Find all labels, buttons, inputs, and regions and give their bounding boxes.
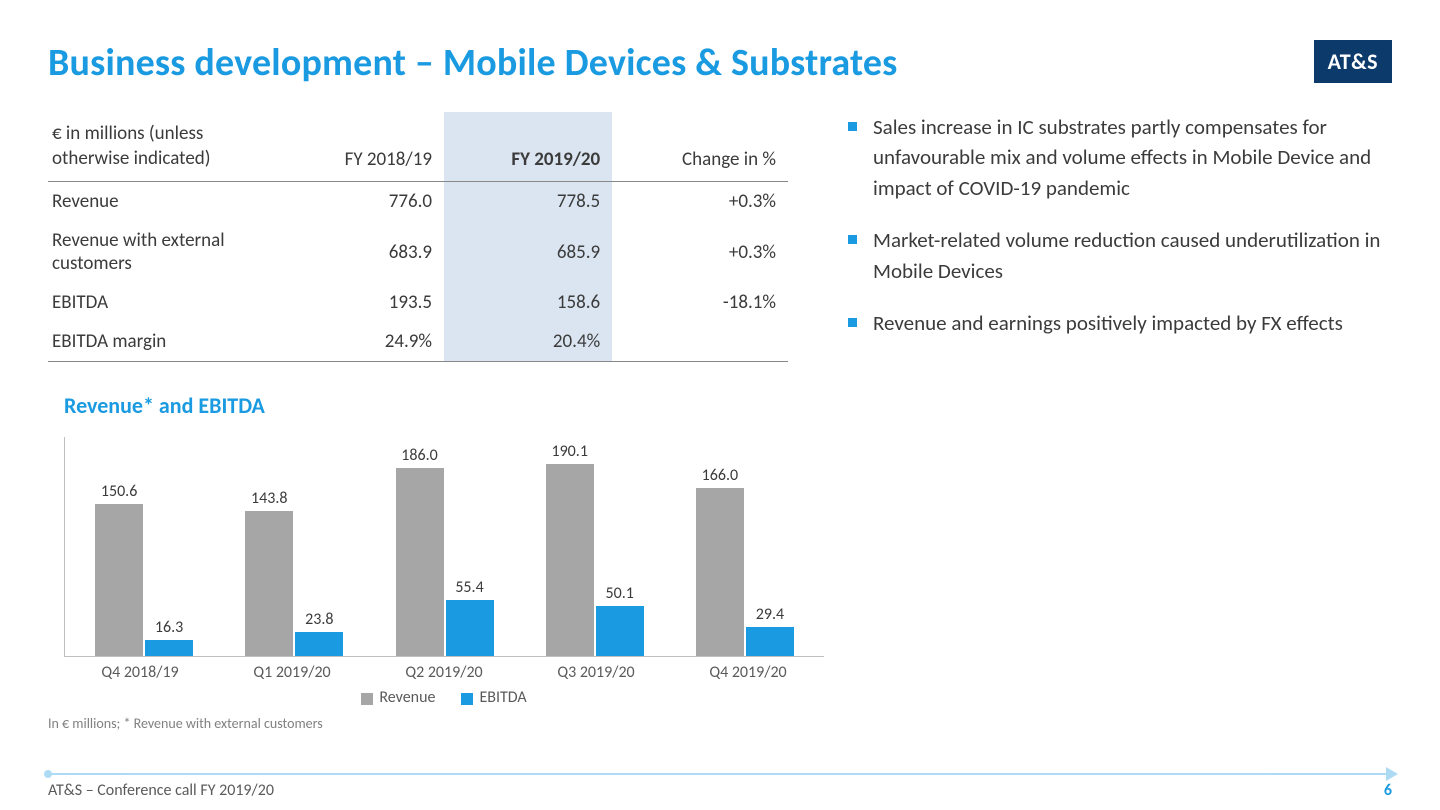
table-cell-label: EBITDA <box>48 283 278 322</box>
table-row: Revenue with external customers683.9685.… <box>48 221 788 283</box>
financials-table: € in millions (unless otherwise indicate… <box>48 112 788 362</box>
chart-legend: Revenue EBITDA <box>64 688 824 707</box>
table-cell: 683.9 <box>278 221 444 283</box>
bullet-icon <box>848 235 857 244</box>
bar-label: 143.8 <box>251 489 287 508</box>
table-cell: 776.0 <box>278 182 444 222</box>
bullet-icon <box>848 122 857 131</box>
table-head-change: Change in % <box>612 112 788 182</box>
table-head-metric: € in millions (unless otherwise indicate… <box>48 112 278 182</box>
bar-label: 55.4 <box>455 578 483 597</box>
chart-footnote: In € millions; * Revenue with external c… <box>48 715 788 732</box>
chart-title: Revenue* and EBITDA <box>48 392 788 419</box>
table-cell-label: EBITDA margin <box>48 322 278 362</box>
bullet-text: Revenue and earnings positively impacted… <box>873 308 1343 338</box>
chart-group: 166.029.4 <box>670 488 820 656</box>
bar-label: 150.6 <box>101 482 137 501</box>
bar-ebitda: 29.4 <box>746 627 794 657</box>
table-cell: 685.9 <box>444 221 612 283</box>
bar-label: 23.8 <box>305 610 333 629</box>
bar-label: 166.0 <box>702 466 738 485</box>
chart-group: 190.150.1 <box>520 464 670 656</box>
legend-swatch-ebitda <box>461 693 473 705</box>
bar-revenue: 190.1 <box>546 464 594 656</box>
list-item: Revenue and earnings positively impacted… <box>848 308 1392 338</box>
table-row: Revenue776.0778.5+0.3% <box>48 182 788 222</box>
bar-revenue: 143.8 <box>245 511 293 657</box>
bar-chart: 150.616.3143.823.8186.055.4190.150.1166.… <box>64 437 824 657</box>
x-label: Q4 2018/19 <box>64 663 216 682</box>
bullet-text: Market-related volume reduction caused u… <box>873 225 1392 286</box>
legend-label-revenue: Revenue <box>379 688 435 707</box>
table-head-fy1819: FY 2018/19 <box>278 112 444 182</box>
table-cell: +0.3% <box>612 221 788 283</box>
bar-label: 186.0 <box>401 446 437 465</box>
list-item: Market-related volume reduction caused u… <box>848 225 1392 286</box>
x-label: Q3 2019/20 <box>520 663 672 682</box>
table-row: EBITDA193.5158.6-18.1% <box>48 283 788 322</box>
bar-label: 16.3 <box>155 618 183 637</box>
bar-label: 190.1 <box>551 442 587 461</box>
company-logo: AT&S <box>1314 40 1392 83</box>
bar-ebitda: 55.4 <box>446 600 494 656</box>
x-label: Q4 2019/20 <box>672 663 824 682</box>
footer-text: AT&S – Conference call FY 2019/20 <box>48 781 274 800</box>
table-cell: 24.9% <box>278 322 444 362</box>
table-cell: 778.5 <box>444 182 612 222</box>
table-cell <box>612 322 788 362</box>
table-row: EBITDA margin24.9%20.4% <box>48 322 788 362</box>
table-cell: 193.5 <box>278 283 444 322</box>
bullet-list: Sales increase in IC substrates partly c… <box>848 112 1392 339</box>
table-cell: +0.3% <box>612 182 788 222</box>
bar-revenue: 150.6 <box>95 504 143 656</box>
bullet-icon <box>848 318 857 327</box>
bar-ebitda: 50.1 <box>596 606 644 657</box>
chart-group: 186.055.4 <box>369 468 519 656</box>
page-title: Business development – Mobile Devices & … <box>48 40 898 86</box>
table-cell: 158.6 <box>444 283 612 322</box>
table-head-fy1920: FY 2019/20 <box>444 112 612 182</box>
table-cell: 20.4% <box>444 322 612 362</box>
footer-divider <box>48 773 1392 775</box>
chart-group: 150.616.3 <box>69 504 219 656</box>
bar-revenue: 186.0 <box>396 468 444 656</box>
bar-label: 29.4 <box>756 605 784 624</box>
bar-revenue: 166.0 <box>696 488 744 656</box>
table-cell-label: Revenue <box>48 182 278 222</box>
list-item: Sales increase in IC substrates partly c… <box>848 112 1392 203</box>
bar-ebitda: 23.8 <box>295 632 343 656</box>
x-label: Q1 2019/20 <box>216 663 368 682</box>
legend-swatch-revenue <box>361 693 373 705</box>
legend-label-ebitda: EBITDA <box>479 688 526 707</box>
bar-label: 50.1 <box>606 584 634 603</box>
table-cell-label: Revenue with external customers <box>48 221 278 283</box>
chart-x-labels: Q4 2018/19Q1 2019/20Q2 2019/20Q3 2019/20… <box>64 663 824 682</box>
chart-group: 143.823.8 <box>219 511 369 657</box>
page-number: 6 <box>1384 781 1392 800</box>
table-cell: -18.1% <box>612 283 788 322</box>
bullet-text: Sales increase in IC substrates partly c… <box>873 112 1392 203</box>
x-label: Q2 2019/20 <box>368 663 520 682</box>
bar-ebitda: 16.3 <box>145 640 193 656</box>
